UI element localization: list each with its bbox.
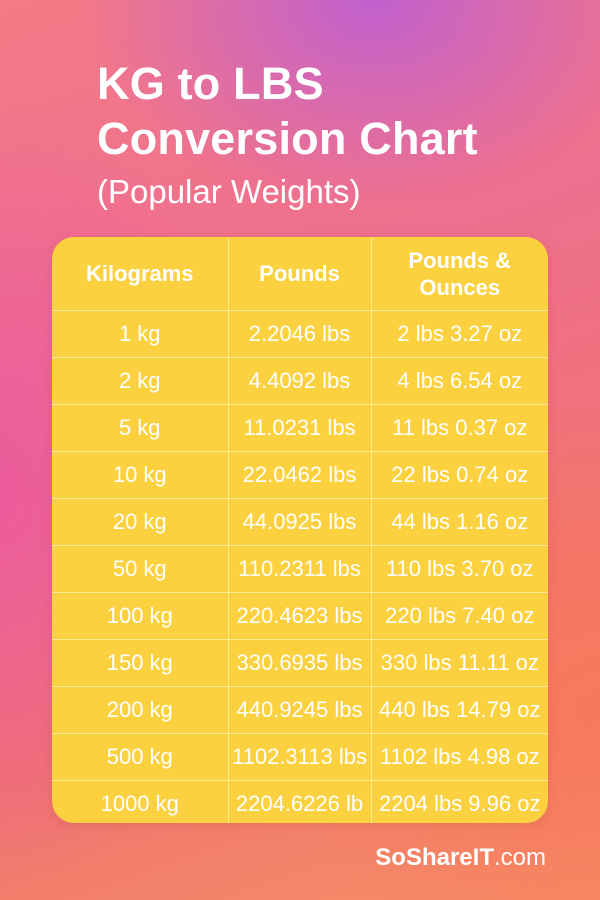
page-title: KG to LBS Conversion Chart <box>97 56 478 166</box>
cell-pounds-ounces: 2 lbs 3.27 oz <box>371 310 548 358</box>
cell-kilograms: 20 kg <box>52 498 229 546</box>
conversion-table: Kilograms Pounds Pounds & Ounces 1 kg 2.2… <box>52 237 548 823</box>
cell-pounds-ounces: 330 lbs 11.11 oz <box>371 639 548 687</box>
table-row: 500 kg 1102.3113 lbs 1102 lbs 4.98 oz <box>52 733 548 781</box>
cell-pounds: 4.4092 lbs <box>228 357 372 405</box>
cell-kilograms: 1 kg <box>52 310 229 358</box>
cell-pounds: 110.2311 lbs <box>228 545 372 593</box>
table-row: 20 kg 44.0925 lbs 44 lbs 1.16 oz <box>52 498 548 546</box>
cell-pounds: 22.0462 lbs <box>228 451 372 499</box>
cell-kilograms: 150 kg <box>52 639 229 687</box>
table-row: 150 kg 330.6935 lbs 330 lbs 11.11 oz <box>52 639 548 687</box>
table-row: 1 kg 2.2046 lbs 2 lbs 3.27 oz <box>52 310 548 358</box>
cell-pounds: 330.6935 lbs <box>228 639 372 687</box>
table-row: 200 kg 440.9245 lbs 440 lbs 14.79 oz <box>52 686 548 734</box>
table-row: 5 kg 11.0231 lbs 11 lbs 0.37 oz <box>52 404 548 452</box>
cell-kilograms: 50 kg <box>52 545 229 593</box>
table-row: 2 kg 4.4092 lbs 4 lbs 6.54 oz <box>52 357 548 405</box>
table-row: 10 kg 22.0462 lbs 22 lbs 0.74 oz <box>52 451 548 499</box>
table-row: 1000 kg 2204.6226 lb 2204 lbs 9.96 oz <box>52 780 548 823</box>
cell-kilograms: 2 kg <box>52 357 229 405</box>
table-row: 100 kg 220.4623 lbs 220 lbs 7.40 oz <box>52 592 548 640</box>
page-subtitle: (Popular Weights) <box>97 173 361 210</box>
cell-kilograms: 1000 kg <box>52 780 229 823</box>
cell-pounds-ounces: 22 lbs 0.74 oz <box>371 451 548 499</box>
table-row: 50 kg 110.2311 lbs 110 lbs 3.70 oz <box>52 545 548 593</box>
header-pounds-ounces: Pounds & Ounces <box>371 237 548 311</box>
cell-kilograms: 200 kg <box>52 686 229 734</box>
cell-kilograms: 10 kg <box>52 451 229 499</box>
cell-pounds-ounces: 1102 lbs 4.98 oz <box>371 733 548 781</box>
title-line-2: Conversion Chart <box>97 113 478 164</box>
header-kilograms: Kilograms <box>52 237 229 311</box>
cell-pounds: 1102.3113 lbs <box>228 733 372 781</box>
cell-pounds-ounces: 44 lbs 1.16 oz <box>371 498 548 546</box>
cell-kilograms: 500 kg <box>52 733 229 781</box>
cell-kilograms: 5 kg <box>52 404 229 452</box>
cell-kilograms: 100 kg <box>52 592 229 640</box>
cell-pounds-ounces: 220 lbs 7.40 oz <box>371 592 548 640</box>
title-line-1: KG to LBS <box>97 58 324 109</box>
cell-pounds: 220.4623 lbs <box>228 592 372 640</box>
cell-pounds-ounces: 110 lbs 3.70 oz <box>371 545 548 593</box>
cell-pounds: 11.0231 lbs <box>228 404 372 452</box>
header-pounds: Pounds <box>228 237 372 311</box>
conversion-table-card: Kilograms Pounds Pounds & Ounces 1 kg 2.2… <box>52 237 548 823</box>
table-header-row: Kilograms Pounds Pounds & Ounces <box>52 237 548 311</box>
site-footer: SoShareIT.com <box>375 843 546 873</box>
cell-pounds: 440.9245 lbs <box>228 686 372 734</box>
cell-pounds-ounces: 4 lbs 6.54 oz <box>371 357 548 405</box>
cell-pounds-ounces: 440 lbs 14.79 oz <box>371 686 548 734</box>
table-body: 1 kg 2.2046 lbs 2 lbs 3.27 oz 2 kg 4.4092 lb… <box>52 310 548 823</box>
cell-pounds: 2204.6226 lb <box>228 780 372 823</box>
cell-pounds-ounces: 2204 lbs 9.96 oz <box>379 791 541 816</box>
cell-pounds-ounces: 11 lbs 0.37 oz <box>371 404 548 452</box>
cell-pounds: 44.0925 lbs <box>228 498 372 546</box>
header-pounds-ounces-label: Pounds & Ounces <box>408 247 512 300</box>
footer-domain: .com <box>493 844 546 871</box>
footer-brand: SoShareIT <box>375 844 494 871</box>
cell-pounds: 2.2046 lbs <box>228 310 372 358</box>
